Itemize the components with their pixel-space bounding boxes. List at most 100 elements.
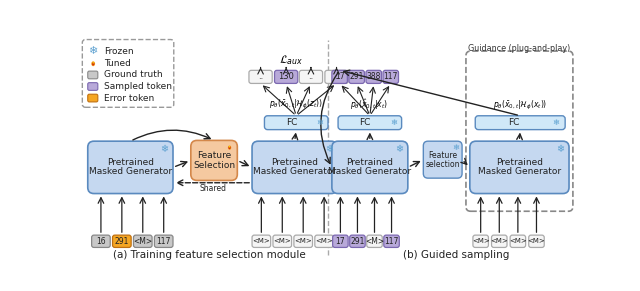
Text: $p_{\theta}(\bar{x}_{0,t}|\mathcal{H}_{\phi}(x_t))$: $p_{\theta}(\bar{x}_{0,t}|\mathcal{H}_{\… (493, 98, 547, 111)
Ellipse shape (93, 62, 94, 64)
Text: 17: 17 (335, 237, 345, 246)
FancyBboxPatch shape (249, 70, 272, 84)
Text: <M>: <M> (133, 237, 152, 246)
Ellipse shape (228, 146, 231, 150)
Text: <M>: <M> (365, 237, 384, 246)
Text: 17: 17 (335, 72, 344, 81)
FancyBboxPatch shape (325, 70, 348, 84)
FancyBboxPatch shape (529, 235, 544, 247)
FancyBboxPatch shape (273, 235, 292, 247)
FancyBboxPatch shape (349, 70, 364, 84)
FancyBboxPatch shape (252, 235, 271, 247)
Text: 130: 130 (278, 72, 294, 81)
FancyBboxPatch shape (252, 141, 337, 194)
FancyBboxPatch shape (366, 70, 381, 84)
FancyBboxPatch shape (492, 235, 507, 247)
FancyBboxPatch shape (88, 71, 98, 79)
Text: Feature: Feature (197, 151, 231, 160)
Text: $p_{\theta}(\bar{x}_{0,t}|\mathcal{H}_{\phi}(z_t))$: $p_{\theta}(\bar{x}_{0,t}|\mathcal{H}_{\… (269, 98, 323, 111)
Text: Sampled token: Sampled token (104, 82, 172, 91)
Text: Pretrained: Pretrained (496, 158, 543, 167)
FancyBboxPatch shape (332, 141, 408, 194)
Text: Guidance (plug-and-play): Guidance (plug-and-play) (468, 44, 570, 52)
FancyBboxPatch shape (384, 235, 399, 247)
Text: Masked Generator: Masked Generator (89, 168, 172, 176)
Text: <M>: <M> (294, 238, 312, 244)
Text: ❄: ❄ (88, 46, 98, 56)
Text: ❄: ❄ (452, 143, 460, 152)
Text: ❄: ❄ (552, 118, 559, 127)
FancyBboxPatch shape (470, 141, 569, 194)
FancyBboxPatch shape (113, 235, 131, 247)
FancyBboxPatch shape (338, 116, 402, 129)
Text: ❄: ❄ (390, 118, 397, 127)
FancyBboxPatch shape (294, 235, 312, 247)
Text: FC: FC (508, 118, 520, 127)
Text: <M>: <M> (316, 238, 333, 244)
Text: <M>: <M> (509, 238, 527, 244)
Text: Pretrained: Pretrained (346, 158, 394, 167)
Text: Ground truth: Ground truth (104, 70, 163, 79)
Text: ..: .. (308, 72, 314, 81)
FancyBboxPatch shape (510, 235, 525, 247)
FancyBboxPatch shape (367, 235, 382, 247)
Text: Selection: Selection (193, 161, 235, 170)
Text: ..: .. (258, 72, 263, 81)
FancyBboxPatch shape (88, 141, 173, 194)
Text: ❄: ❄ (161, 144, 168, 154)
Ellipse shape (92, 61, 95, 66)
Ellipse shape (92, 62, 94, 65)
Text: Pretrained: Pretrained (107, 158, 154, 167)
FancyBboxPatch shape (423, 141, 462, 178)
FancyBboxPatch shape (300, 70, 323, 84)
Text: 117: 117 (383, 72, 398, 81)
Text: FC: FC (286, 118, 297, 127)
FancyBboxPatch shape (154, 235, 173, 247)
Text: <M>: <M> (472, 238, 490, 244)
Text: Error token: Error token (104, 94, 154, 102)
Text: <M>: <M> (490, 238, 508, 244)
Text: ..: .. (334, 72, 339, 81)
FancyBboxPatch shape (315, 235, 333, 247)
FancyBboxPatch shape (275, 70, 298, 84)
FancyBboxPatch shape (332, 70, 348, 84)
Text: ❄: ❄ (324, 144, 333, 154)
FancyBboxPatch shape (92, 235, 110, 247)
FancyBboxPatch shape (83, 40, 174, 107)
Text: ❄: ❄ (396, 144, 403, 154)
Text: <M>: <M> (273, 238, 291, 244)
FancyBboxPatch shape (88, 94, 98, 102)
Text: Tuned: Tuned (104, 59, 131, 68)
Text: (b) Guided sampling: (b) Guided sampling (403, 250, 510, 260)
FancyBboxPatch shape (473, 235, 488, 247)
Text: 117: 117 (157, 237, 171, 246)
Text: 291: 291 (349, 72, 364, 81)
Text: (a) Training feature selection module: (a) Training feature selection module (113, 250, 306, 260)
FancyBboxPatch shape (383, 70, 399, 84)
FancyBboxPatch shape (264, 116, 328, 129)
FancyBboxPatch shape (476, 116, 565, 129)
Ellipse shape (228, 146, 230, 149)
Text: 117: 117 (385, 237, 399, 246)
Text: 16: 16 (96, 237, 106, 246)
Text: 291: 291 (350, 237, 365, 246)
Text: Frozen: Frozen (104, 47, 134, 56)
Text: FC: FC (360, 118, 371, 127)
FancyBboxPatch shape (191, 141, 237, 180)
Ellipse shape (229, 146, 230, 148)
Text: Masked Generator: Masked Generator (253, 168, 336, 176)
Text: Feature: Feature (428, 150, 457, 159)
Text: ❄: ❄ (556, 144, 564, 154)
Text: 388: 388 (367, 72, 381, 81)
Text: ❄: ❄ (317, 118, 324, 127)
Text: <M>: <M> (252, 238, 270, 244)
Text: Pretrained: Pretrained (271, 158, 318, 167)
Text: $p_{\theta}(\hat{x}_{0,t}|x_t)$: $p_{\theta}(\hat{x}_{0,t}|x_t)$ (350, 98, 388, 112)
Text: Masked Generator: Masked Generator (328, 168, 412, 176)
Text: Shared: Shared (199, 184, 226, 194)
FancyBboxPatch shape (333, 235, 348, 247)
Text: <M>: <M> (527, 238, 545, 244)
FancyBboxPatch shape (88, 83, 98, 91)
Text: selection: selection (426, 160, 460, 169)
FancyBboxPatch shape (134, 235, 152, 247)
